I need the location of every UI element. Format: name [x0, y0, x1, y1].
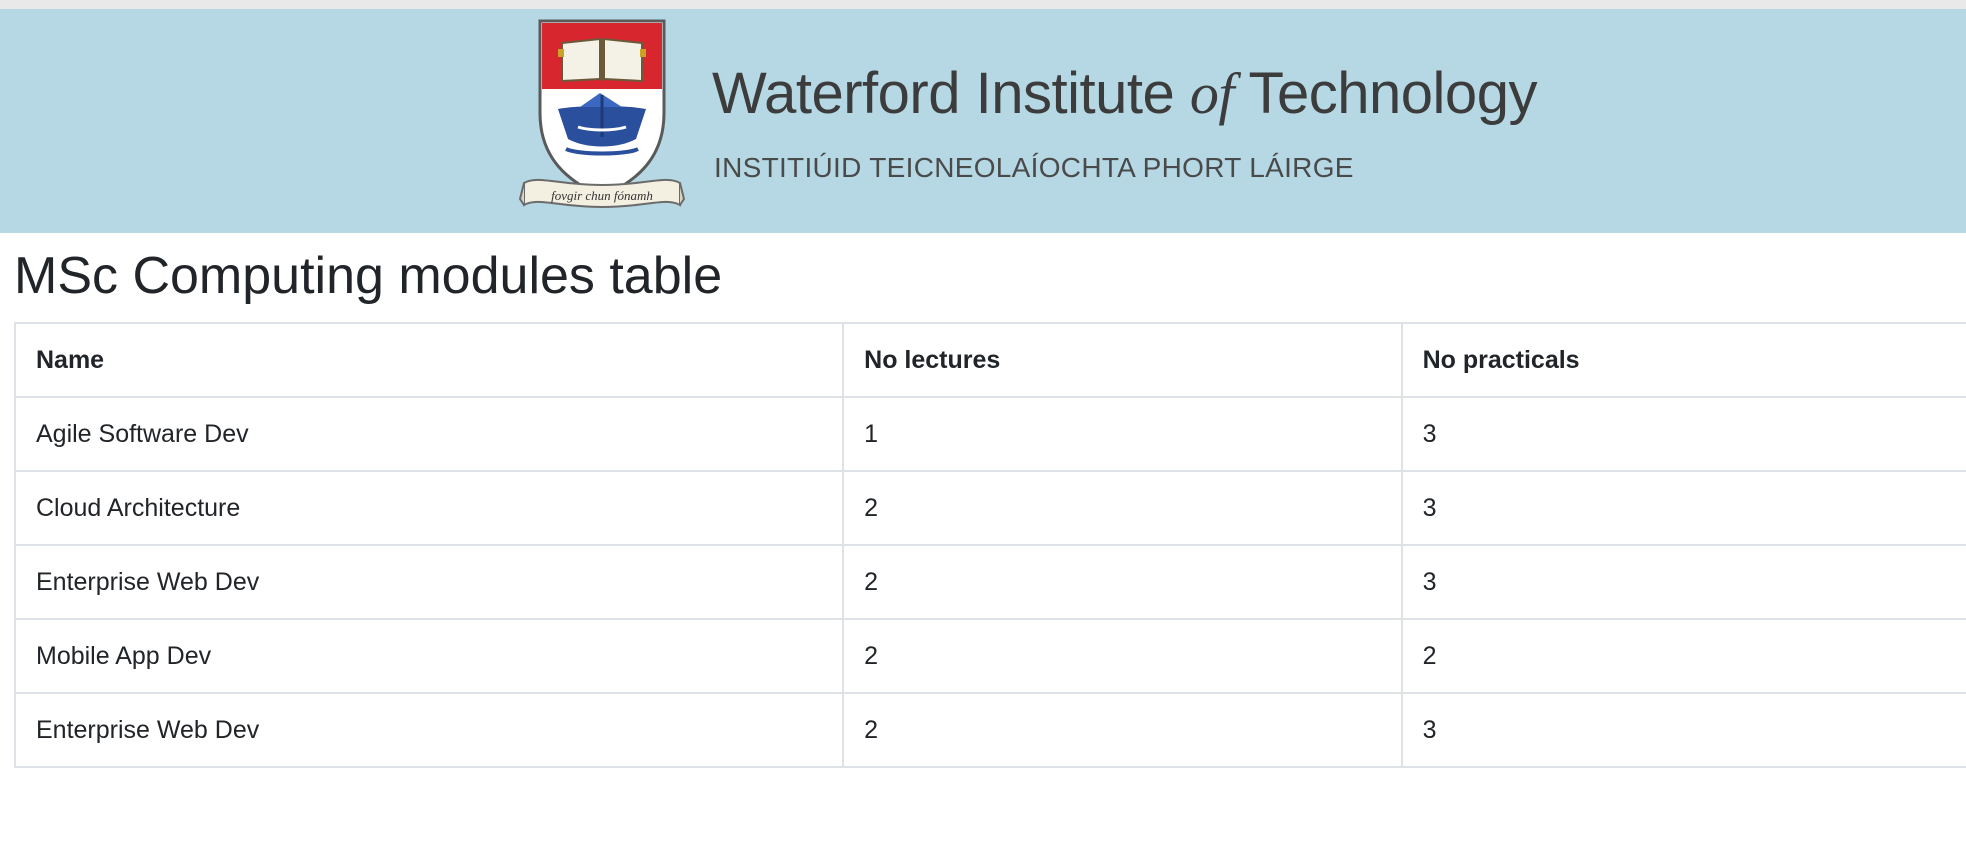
institution-name-part1: Waterford Institute: [712, 61, 1190, 126]
header-banner: [0, 9, 1966, 233]
column-header-practicals: No practicals: [1400, 322, 1966, 398]
cell-practicals: 3: [1400, 692, 1966, 768]
institution-name-part2: Technology: [1233, 61, 1538, 126]
cell-lectures: 2: [842, 618, 1403, 694]
cell-name: Agile Software Dev: [13, 396, 845, 472]
institution-name-irish: INSTITIÚID TEICNEOLAÍOCHTA PHORT LÁIRGE: [714, 152, 1354, 183]
table-row: Mobile App Dev 2 2: [13, 618, 1966, 694]
cell-name: Mobile App Dev: [13, 618, 845, 694]
cell-name: Cloud Architecture: [13, 470, 845, 546]
column-header-name: Name: [13, 322, 845, 398]
cell-lectures: 1: [842, 396, 1403, 472]
institution-name: Waterford Institute of Technology: [712, 65, 1537, 123]
cell-practicals: 3: [1400, 544, 1966, 620]
cell-name: Enterprise Web Dev: [13, 544, 845, 620]
cell-practicals: 3: [1400, 470, 1966, 546]
cell-lectures: 2: [842, 544, 1403, 620]
crest-logo-icon: fovgir chun fónamh: [518, 19, 686, 209]
top-border: [0, 0, 1966, 9]
modules-table: Name No lectures No practicals Agile Sof…: [13, 322, 1966, 768]
cell-lectures: 2: [842, 470, 1403, 546]
table-row: Enterprise Web Dev 2 3: [13, 544, 1966, 620]
cell-name: Enterprise Web Dev: [13, 692, 845, 768]
cell-lectures: 2: [842, 692, 1403, 768]
table-header-row: Name No lectures No practicals: [13, 322, 1966, 398]
institution-name-of: of: [1189, 61, 1235, 126]
table-row: Enterprise Web Dev 2 3: [13, 692, 1966, 768]
cell-practicals: 2: [1400, 618, 1966, 694]
table-row: Agile Software Dev 1 3: [13, 396, 1966, 472]
cell-practicals: 3: [1400, 396, 1966, 472]
crest-motto: fovgir chun fónamh: [551, 188, 653, 203]
page-title: MSc Computing modules table: [14, 247, 723, 305]
column-header-lectures: No lectures: [842, 322, 1403, 398]
table-row: Cloud Architecture 2 3: [13, 470, 1966, 546]
